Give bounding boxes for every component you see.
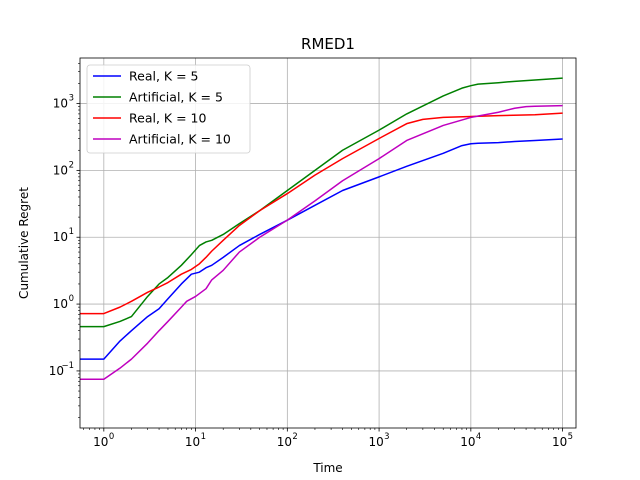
y-tick-exponent: 2 [69, 160, 74, 170]
x-tick-exponent: 1 [201, 432, 206, 442]
legend-entry-1: Artificial, K = 5 [129, 90, 223, 105]
legend-entry-3: Artificial, K = 10 [129, 132, 231, 147]
x-tick-label: 10 [368, 435, 383, 449]
x-tick-exponent: 2 [292, 432, 297, 442]
legend-box [86, 64, 251, 154]
legend: Real, K = 5 Artificial, K = 5 Real, K = 10… [86, 64, 251, 154]
series-line-2 [80, 112, 563, 315]
y-tick-label: 10 [53, 297, 68, 311]
y-tick-label: 10 [53, 97, 68, 111]
x-tick-label: 10 [552, 435, 567, 449]
series-lines [80, 77, 563, 381]
y-tick-exponent: 3 [69, 94, 74, 104]
y-tick-exponent: 0 [69, 294, 74, 304]
series-line-0 [80, 138, 563, 360]
y-tick-exponent: −1 [61, 361, 74, 371]
y-tick-label: 10 [53, 163, 68, 177]
x-tick-label: 10 [277, 435, 292, 449]
y-tick-label: 10 [49, 364, 64, 378]
x-tick-exponent: 5 [568, 432, 573, 442]
series-line-3 [80, 104, 563, 381]
x-tick-exponent: 3 [384, 432, 389, 442]
x-axis-label: Time [312, 461, 342, 475]
x-tick-exponent: 4 [476, 432, 481, 442]
chart-title: RMED1 [301, 35, 355, 53]
x-tick-exponent: 0 [109, 432, 114, 442]
y-tick-label: 10 [53, 230, 68, 244]
plot-frame [79, 57, 577, 429]
legend-entry-2: Real, K = 10 [129, 111, 206, 126]
x-tick-label: 10 [460, 435, 475, 449]
y-axis-label: Cumulative Regret [17, 187, 31, 299]
y-tick-exponent: 1 [69, 227, 74, 237]
legend-entry-0: Real, K = 5 [129, 69, 198, 84]
x-tick-label: 10 [93, 435, 108, 449]
x-tick-label: 10 [185, 435, 200, 449]
